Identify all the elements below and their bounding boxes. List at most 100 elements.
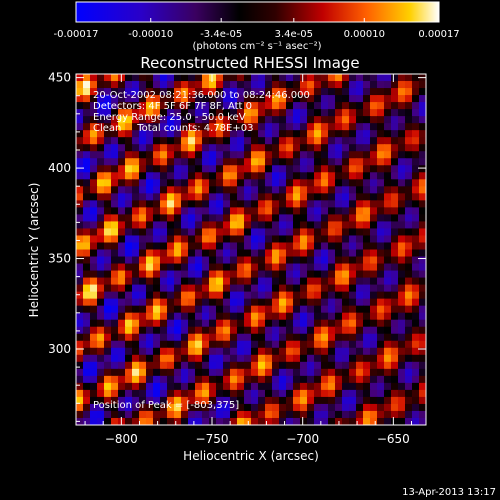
heatmap-cell: [321, 179, 329, 187]
heatmap-cell: [216, 326, 224, 335]
heatmap-cell: [391, 361, 399, 370]
heatmap-cell: [104, 305, 112, 314]
heatmap-cell: [293, 284, 301, 293]
heatmap-cell: [174, 319, 182, 328]
heatmap-cell: [118, 270, 126, 279]
heatmap-cell: [419, 270, 426, 279]
heatmap-cell: [223, 172, 231, 180]
heatmap-cell: [335, 354, 343, 363]
heatmap-cell: [160, 200, 168, 208]
heatmap-cell: [342, 151, 350, 159]
heatmap-cell: [272, 242, 280, 251]
heatmap-cell: [272, 263, 280, 272]
heatmap-cell: [202, 368, 210, 377]
heatmap-cell: [405, 151, 413, 159]
heatmap-cell: [132, 256, 140, 265]
heatmap-cell: [111, 263, 119, 272]
heatmap-cell: [139, 207, 147, 215]
heatmap-cell: [251, 263, 259, 272]
heatmap-cell: [342, 403, 350, 412]
heatmap-cell: [349, 403, 357, 412]
heatmap-cell: [370, 116, 378, 124]
heatmap-cell: [195, 319, 203, 328]
heatmap-cell: [314, 242, 322, 251]
heatmap-cell: [405, 221, 413, 230]
heatmap-cell: [265, 382, 273, 391]
heatmap-cell: [342, 228, 350, 237]
heatmap-cell: [391, 200, 399, 208]
heatmap-cell: [321, 396, 329, 405]
heatmap-cell: [160, 396, 168, 405]
heatmap-cell: [132, 186, 140, 194]
heatmap-cell: [321, 410, 329, 419]
heatmap-cell: [328, 200, 336, 208]
heatmap-cell: [97, 200, 105, 208]
heatmap-cell: [188, 270, 196, 279]
heatmap-cell: [412, 277, 420, 286]
heatmap-cell: [391, 326, 399, 335]
heatmap-cell: [237, 263, 245, 272]
heatmap-cell: [293, 249, 301, 258]
heatmap-cell: [244, 137, 252, 145]
heatmap-cell: [363, 284, 371, 293]
heatmap-cell: [244, 340, 252, 349]
heatmap-cell: [230, 214, 238, 223]
heatmap-cell: [293, 270, 301, 279]
heatmap-cell: [335, 81, 343, 89]
heatmap-cell: [132, 165, 140, 173]
heatmap-cell: [335, 165, 343, 173]
heatmap-cell: [293, 389, 301, 398]
heatmap-cell: [97, 403, 105, 412]
heatmap-cell: [265, 284, 273, 293]
x-tick-label: −650: [377, 432, 410, 446]
heatmap-cell: [307, 74, 315, 82]
heatmap-cell: [237, 256, 245, 265]
heatmap-cell: [230, 347, 238, 356]
heatmap-cell: [237, 347, 245, 356]
heatmap-cell: [405, 410, 413, 419]
heatmap-cell: [97, 256, 105, 265]
heatmap-cell: [398, 361, 406, 370]
heatmap-cell: [118, 214, 126, 223]
heatmap-cell: [237, 123, 245, 131]
heatmap-cell: [335, 284, 343, 293]
heatmap-cell: [412, 375, 420, 384]
heatmap-cell: [195, 137, 203, 145]
heatmap-cell: [167, 144, 175, 152]
heatmap-cell: [111, 214, 119, 223]
heatmap-cell: [363, 172, 371, 180]
heatmap-cell: [279, 417, 287, 425]
heatmap-cell: [118, 151, 126, 159]
heatmap-cell: [293, 403, 301, 412]
heatmap-cell: [181, 354, 189, 363]
heatmap-cell: [118, 263, 126, 272]
heatmap-cell: [265, 270, 273, 279]
heatmap-cell: [216, 123, 224, 131]
plot-title: Reconstructed RHESSI Image: [140, 54, 359, 72]
heatmap-cell: [384, 228, 392, 237]
heatmap-cell: [356, 130, 364, 138]
heatmap-cell: [167, 193, 175, 201]
heatmap-cell: [202, 347, 210, 356]
heatmap-cell: [286, 389, 294, 398]
heatmap-cell: [398, 221, 406, 230]
heatmap-cell: [188, 375, 196, 384]
heatmap-cell: [384, 81, 392, 89]
heatmap-cell: [111, 193, 119, 201]
heatmap-cell: [111, 291, 119, 300]
heatmap-cell: [370, 95, 378, 103]
heatmap-cell: [167, 291, 175, 300]
heatmap-cell: [342, 312, 350, 321]
heatmap-cell: [412, 179, 420, 187]
heatmap-cell: [181, 179, 189, 187]
heatmap-cell: [314, 368, 322, 377]
heatmap-cell: [146, 396, 154, 405]
heatmap-cell: [223, 354, 231, 363]
heatmap-cell: [216, 172, 224, 180]
heatmap-cell: [244, 235, 252, 244]
heatmap-cell: [125, 417, 133, 425]
heatmap-cell: [167, 389, 175, 398]
heatmap-cell: [153, 256, 161, 265]
heatmap-cell: [258, 361, 266, 370]
heatmap-cell: [237, 95, 245, 103]
